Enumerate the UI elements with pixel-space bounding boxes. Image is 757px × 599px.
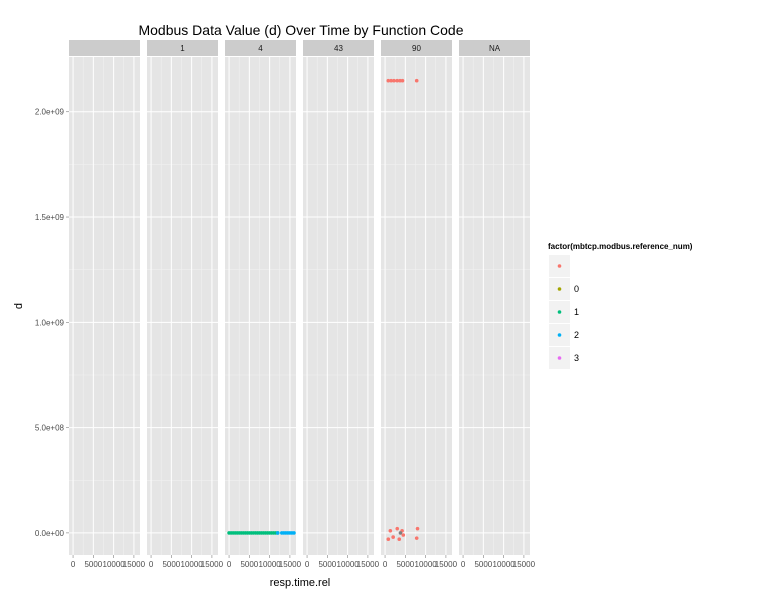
data-point [397, 537, 402, 542]
x-tick-label: 0 [383, 560, 388, 569]
legend-label: 1 [574, 307, 579, 317]
panel-background [69, 57, 140, 555]
facet-strip-label: NA [489, 44, 501, 53]
data-point [392, 78, 396, 83]
legend-title: factor(mbtcp.modbus.reference_num) [548, 242, 693, 251]
panel-background [303, 57, 374, 555]
x-tick-label: 15000 [513, 560, 536, 569]
facet-strip [225, 40, 296, 56]
x-tick-label: 10000 [103, 560, 126, 569]
x-tick-label: 5000 [162, 560, 180, 569]
facet-strip-label: 90 [412, 44, 421, 53]
y-axis: 0.0e+00 5.0e+08 1.0e+09 1.5e+09 2.0e+09 [35, 108, 69, 538]
y-tick-label: 2.0e+09 [35, 108, 65, 117]
x-tick-label: 0 [227, 560, 232, 569]
legend-key-point [557, 333, 562, 337]
legend-label: 0 [574, 284, 579, 294]
data-point [275, 531, 280, 535]
x-tick-label: 0 [305, 560, 310, 569]
y-tick-label: 1.5e+09 [35, 213, 65, 222]
x-tick-label: 10000 [259, 560, 282, 569]
x-tick-label: 0 [461, 560, 466, 569]
facet-strip-label: 4 [258, 44, 263, 53]
facet-strip [303, 40, 374, 56]
x-tick-label: 5000 [318, 560, 336, 569]
facet-strip [381, 40, 452, 56]
x-tick-label: 15000 [201, 560, 224, 569]
data-point [414, 78, 419, 83]
data-point [400, 78, 405, 83]
facet-strip-label: 43 [334, 44, 343, 53]
data-point [388, 528, 393, 533]
panel-background [381, 57, 452, 555]
y-tick-label: 1.0e+09 [35, 318, 65, 327]
data-point [389, 78, 393, 83]
x-tick-label: 10000 [493, 560, 516, 569]
x-axis-title: resp.time.rel [270, 577, 331, 589]
x-tick-label: 5000 [396, 560, 414, 569]
x-tick-label: 0 [149, 560, 154, 569]
data-point [391, 535, 395, 539]
y-tick-label: 0.0e+00 [35, 529, 65, 538]
x-tick-label: 5000 [84, 560, 102, 569]
legend-key-point [557, 310, 562, 314]
y-axis-title: d [13, 303, 25, 309]
legend-label: 3 [574, 353, 579, 363]
data-point [386, 78, 391, 83]
panel-background [147, 57, 218, 555]
legend-key-point [557, 287, 562, 291]
x-tick-label: 15000 [279, 560, 302, 569]
legend-key-point [557, 356, 562, 360]
x-tick-label: 15000 [357, 560, 380, 569]
facet-strip [147, 40, 218, 56]
chart-title: Modbus Data Value (d) Over Time by Funct… [138, 22, 463, 38]
data-point [395, 78, 400, 83]
legend-key-point [557, 264, 562, 268]
facet-strip-label: 1 [180, 44, 185, 53]
facet-strip [459, 40, 530, 56]
data-point [401, 533, 406, 537]
data-point [415, 526, 420, 531]
data-point [386, 537, 391, 542]
panel-background [459, 57, 530, 555]
x-tick-label: 5000 [240, 560, 258, 569]
x-tick-label: 15000 [435, 560, 458, 569]
y-tick-label: 5.0e+08 [35, 424, 65, 433]
x-tick-label: 15000 [123, 560, 146, 569]
legend: factor(mbtcp.modbus.reference_num) 0 1 2 3 [548, 242, 693, 369]
x-tick-label: 10000 [337, 560, 360, 569]
data-point [398, 531, 403, 535]
data-point [395, 526, 400, 531]
x-tick-label: 10000 [415, 560, 438, 569]
panel-background [225, 57, 296, 555]
x-tick-label: 0 [71, 560, 76, 569]
facet-strip [69, 40, 140, 56]
x-tick-label: 10000 [181, 560, 204, 569]
x-tick-label: 5000 [474, 560, 492, 569]
data-point [292, 531, 296, 535]
legend-label: 2 [574, 330, 579, 340]
data-point [414, 536, 419, 540]
